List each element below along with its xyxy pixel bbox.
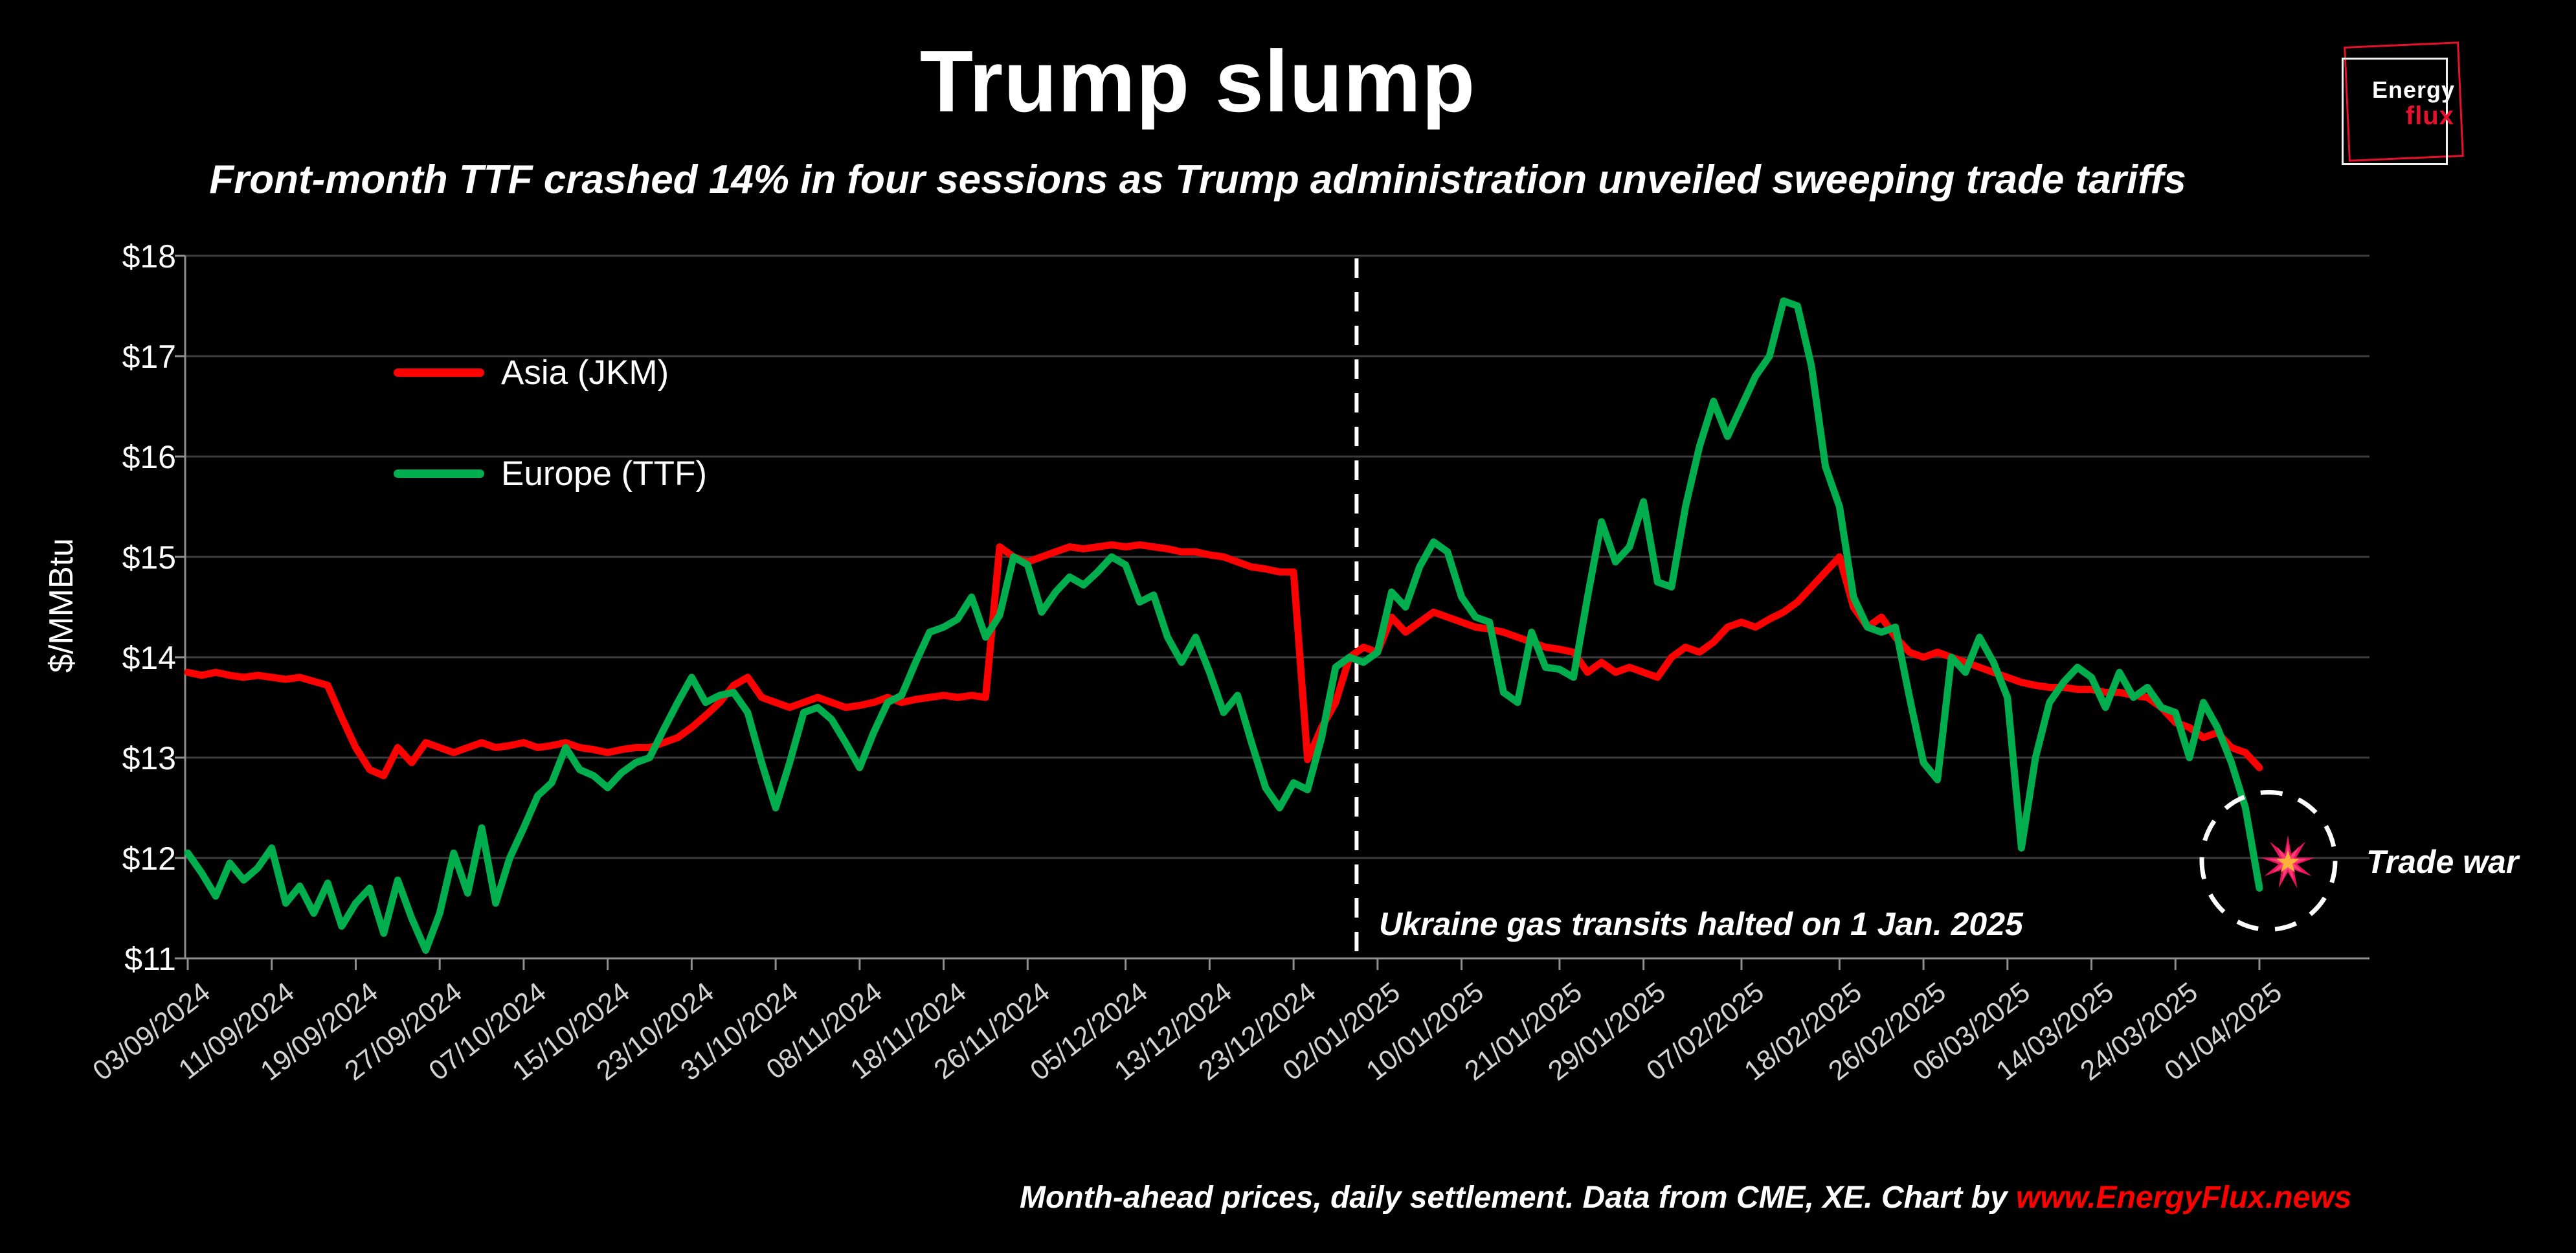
logo-white-square-icon <box>2342 58 2448 165</box>
legend-item-europe: Europe (TTF) <box>394 454 707 493</box>
legend-label-europe: Europe (TTF) <box>501 455 708 493</box>
trade-war-circle <box>2199 790 2338 932</box>
page-title: Trump slump <box>919 32 1476 130</box>
logo-text-energy: Energy <box>2371 76 2455 103</box>
y-tick-label: $17 <box>122 339 176 375</box>
footer-caption: Month-ahead prices, daily settlement. Da… <box>1020 1180 2351 1215</box>
y-tick-label: $15 <box>122 539 176 576</box>
y-tick-label: $12 <box>122 841 176 877</box>
legend-item-asia: Asia (JKM) <box>394 353 707 392</box>
energyflux-logo: Energy flux <box>2331 39 2564 240</box>
legend: Asia (JKM) Europe (TTF) <box>394 353 707 493</box>
trade-war-annotation: Trade war <box>2366 844 2519 880</box>
page-subtitle: Front-month TTF crashed 14% in four sess… <box>209 157 2186 202</box>
y-tick-label: $14 <box>122 640 176 676</box>
explosion-icon <box>2261 835 2315 888</box>
europe-ttf-line <box>184 297 2263 954</box>
y-tick-label: $18 <box>122 238 176 275</box>
energyflux-link[interactable]: www.EnergyFlux.news <box>2015 1180 2352 1215</box>
y-tick-label: $13 <box>122 740 176 776</box>
ukraine-annotation: Ukraine gas transits halted on 1 Jan. 20… <box>1379 906 2023 942</box>
asia-jkm-line <box>184 541 2263 780</box>
footer-text: Month-ahead prices, daily settlement. Da… <box>1020 1180 2016 1215</box>
legend-label-asia: Asia (JKM) <box>501 354 669 392</box>
y-tick-label: $16 <box>122 439 176 475</box>
logo-text-flux: flux <box>2405 102 2454 130</box>
europe-line-swatch <box>394 469 484 478</box>
asia-line-swatch <box>394 368 484 377</box>
y-tick-label: $11 <box>124 941 176 977</box>
